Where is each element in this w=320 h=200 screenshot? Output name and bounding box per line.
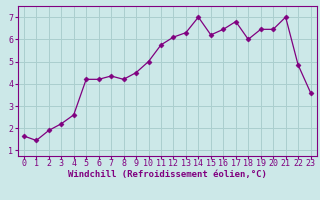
X-axis label: Windchill (Refroidissement éolien,°C): Windchill (Refroidissement éolien,°C) — [68, 170, 267, 179]
